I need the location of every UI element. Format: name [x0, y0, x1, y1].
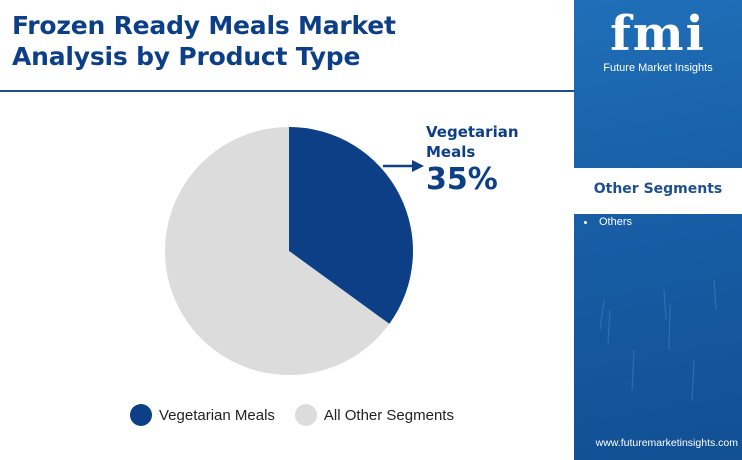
legend-label-other: All Other Segments [323, 406, 454, 424]
callout-arrow-head [412, 160, 424, 172]
logo-mark: fmi [610, 6, 706, 62]
callout-label-line-1: Vegetarian [426, 123, 519, 141]
title-line-2: Analysis by Product Type [12, 42, 361, 71]
title-divider [0, 90, 574, 92]
fmi-logo: fmi Future Market Insights [574, 6, 742, 74]
segment-label: Others [599, 216, 633, 228]
segments-list: Others [584, 216, 632, 228]
legend-label-vegetarian: Vegetarian Meals [159, 406, 275, 424]
chart-title: Frozen Ready Meals Market Analysis by Pr… [12, 10, 492, 72]
bullet-icon [584, 220, 587, 224]
callout-value: 35% [426, 162, 498, 197]
callout-label-line-2: Meals [426, 143, 476, 161]
callout-label: Vegetarian Meals [426, 122, 519, 162]
logo-text: Future Market Insights [603, 62, 713, 74]
other-segments-title: Other Segments [593, 181, 723, 197]
pie-chart [164, 127, 424, 375]
legend-swatch-vegetarian [130, 404, 152, 426]
other-segments-box: Other Segments [574, 168, 742, 214]
website-url: www.futuremarketinsights.com [595, 437, 738, 449]
callout: Vegetarian Meals 35% [426, 122, 519, 197]
pie-slice-other [164, 127, 390, 375]
legend-item-vegetarian: Vegetarian Meals [130, 404, 275, 426]
title-line-1: Frozen Ready Meals Market [12, 11, 396, 40]
decorative-streaks [599, 279, 717, 401]
legend: Vegetarian Meals All Other Segments [130, 404, 474, 426]
legend-item-other: All Other Segments [294, 404, 454, 426]
sidebar: fmi Future Market Insights Other Segment… [574, 0, 742, 460]
pie-slice-vegetarian [289, 127, 413, 324]
pie-slices [164, 127, 413, 375]
chart-panel: Frozen Ready Meals Market Analysis by Pr… [0, 10, 574, 426]
callout-arrow [383, 160, 424, 172]
legend-swatch-other [294, 404, 317, 426]
segment-item: Others [584, 216, 632, 228]
